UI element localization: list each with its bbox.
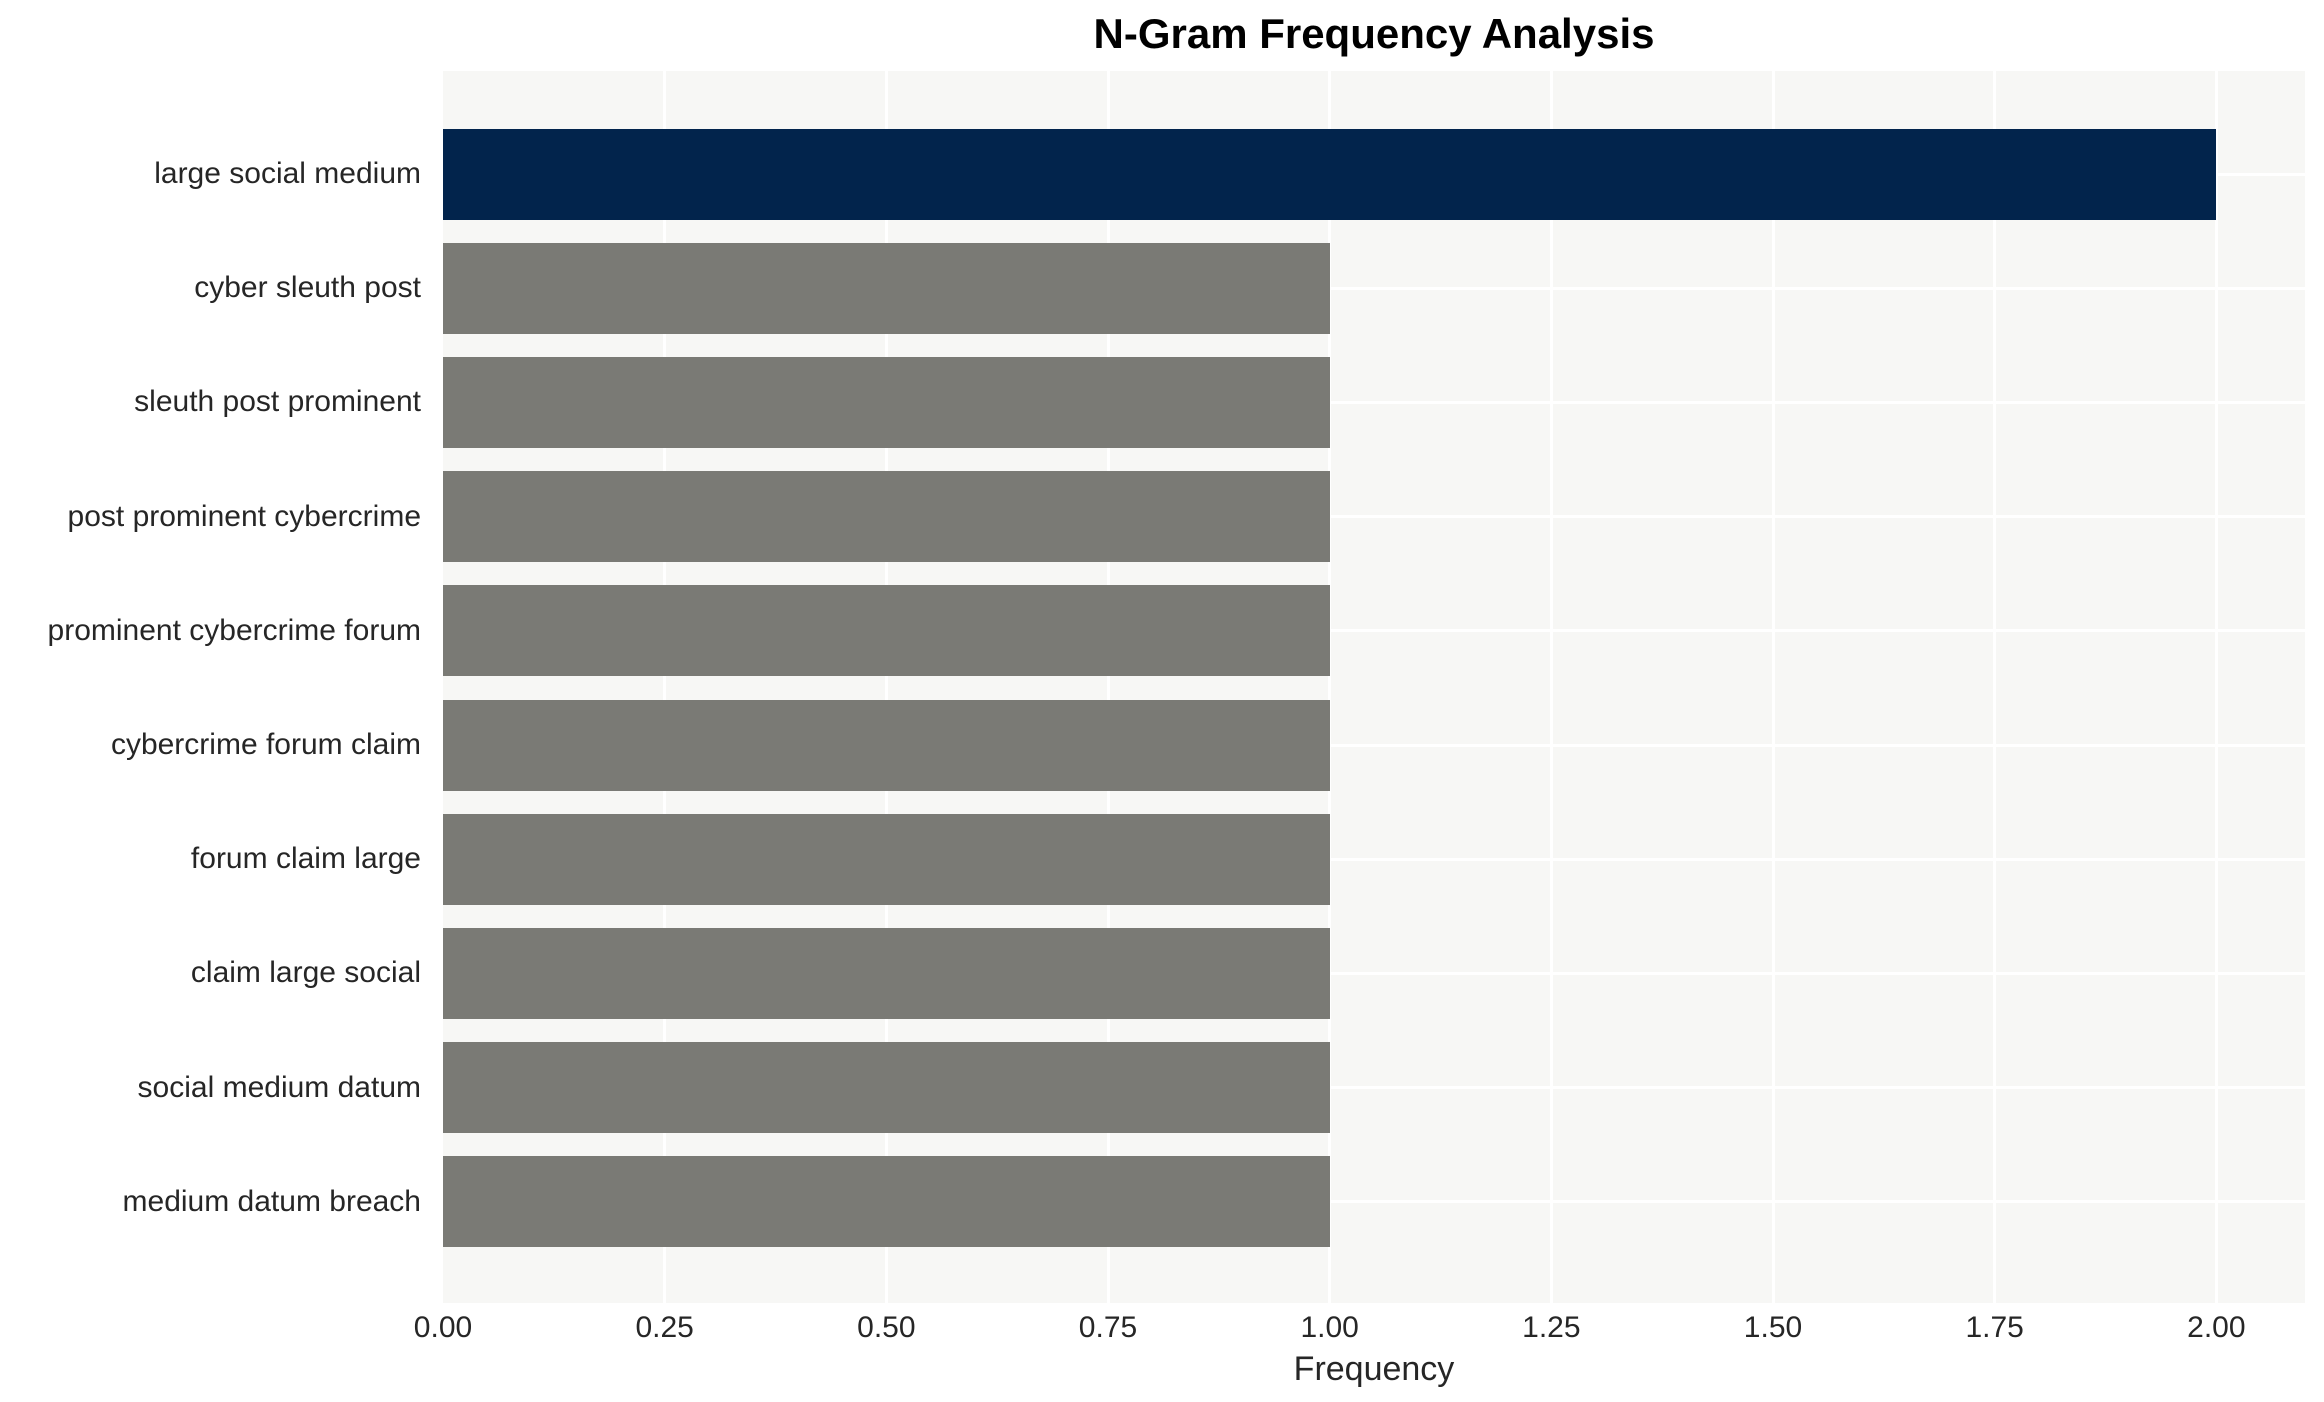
vertical-gridline [2214,71,2218,1303]
y-axis-label: post prominent cybercrime [67,499,421,533]
vertical-gridline [1771,71,1775,1303]
vertical-gridline [1328,71,1332,1303]
y-axis-label: cyber sleuth post [194,271,421,305]
bar [443,471,1330,563]
x-axis-tick-label: 0.75 [1078,1311,1138,1344]
x-axis-tick-label: 1.00 [1300,1311,1359,1344]
vertical-gridline [1993,71,1997,1303]
vertical-gridline [884,71,888,1303]
y-axis-label: prominent cybercrime forum [47,613,421,647]
bar [443,1156,1330,1248]
bar [443,356,1330,448]
chart-title: N-Gram Frequency Analysis [1093,10,1655,57]
y-axis-labels: large social medium cyber sleuth post sleu… [0,71,431,1303]
x-axis-tick-label: 0.00 [413,1311,473,1344]
horizontal-gridline [443,1086,2305,1090]
horizontal-gridline [443,1200,2305,1204]
horizontal-gridline [443,515,2305,519]
bar [443,1042,1330,1134]
horizontal-gridline [443,286,2305,290]
vertical-gridline [1549,71,1553,1303]
x-axis-tick-label: 1.50 [1743,1311,1803,1344]
x-axis-ticks: 0.00 0.25 0.50 0.75 1.00 1.25 1.50 1.75 2.00 [0,1311,2324,1347]
x-axis-tick-label: 2.00 [2187,1311,2246,1344]
x-axis-tick-label: 1.75 [1965,1311,2024,1344]
bar [443,128,2217,220]
x-axis-tick-label: 0.50 [857,1311,916,1344]
y-axis-label: claim large social [190,956,421,990]
bar [443,927,1330,1019]
x-axis-tick-label: 0.25 [635,1311,694,1344]
y-axis-label: large social medium [154,157,421,190]
plot-area [443,71,2305,1303]
horizontal-gridline [443,857,2305,861]
bar [443,242,1330,334]
y-axis-label: cybercrime forum claim [110,728,421,761]
horizontal-gridline [443,629,2305,633]
vertical-gridline [663,71,667,1303]
y-axis-label: sleuth post prominent [134,385,421,419]
x-axis-title: Frequency [1293,1350,1455,1388]
horizontal-gridline [443,743,2305,747]
vertical-gridline [1106,71,1110,1303]
horizontal-gridline [443,400,2305,404]
y-axis-label: forum claim large [190,842,421,876]
bar [443,699,1330,791]
y-axis-label: social medium datum [137,1070,421,1104]
horizontal-gridline [443,971,2305,975]
y-axis-label: medium datum breach [122,1184,421,1218]
bar [443,585,1330,677]
bar [443,813,1330,905]
x-axis-tick-label: 1.25 [1522,1311,1581,1344]
